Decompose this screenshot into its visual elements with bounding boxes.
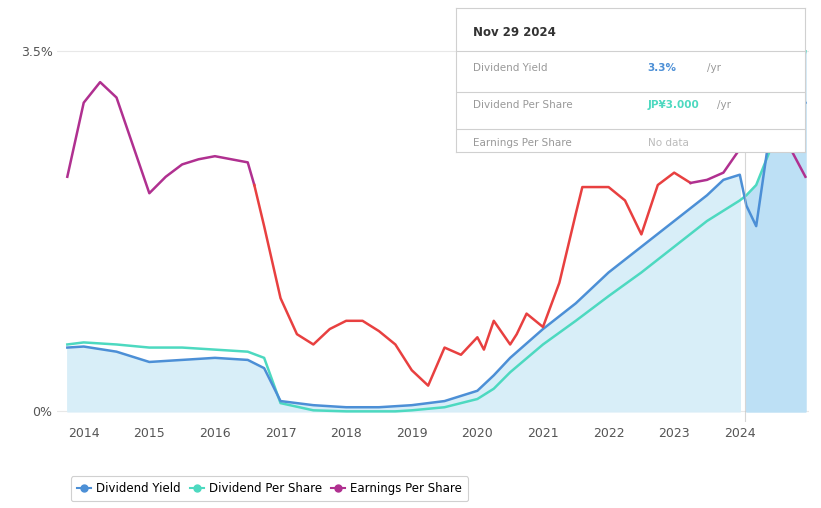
Text: JP¥3.000: JP¥3.000 <box>648 100 699 110</box>
Text: Earnings Per Share: Earnings Per Share <box>473 138 572 148</box>
Text: Nov 29 2024: Nov 29 2024 <box>473 26 556 40</box>
Legend: Dividend Yield, Dividend Per Share, Earnings Per Share: Dividend Yield, Dividend Per Share, Earn… <box>71 477 468 501</box>
Text: /yr: /yr <box>718 100 732 110</box>
Text: Dividend Per Share: Dividend Per Share <box>473 100 573 110</box>
Text: /yr: /yr <box>707 62 721 73</box>
Text: Dividend Yield: Dividend Yield <box>473 62 548 73</box>
Text: No data: No data <box>648 138 689 148</box>
Text: 3.3%: 3.3% <box>648 62 677 73</box>
Text: Past: Past <box>749 92 773 103</box>
